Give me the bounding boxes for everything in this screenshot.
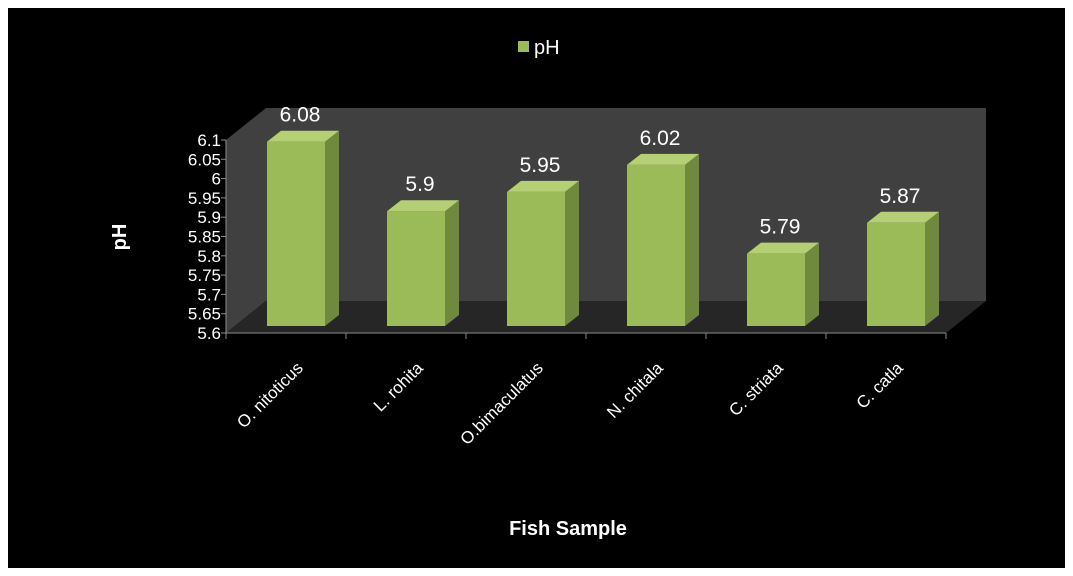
bar-top <box>627 153 699 165</box>
y-tick-label: 6 <box>212 170 221 189</box>
bar-front <box>267 141 325 326</box>
bar-side <box>685 153 699 326</box>
bar <box>627 153 699 326</box>
legend: pH <box>518 37 560 59</box>
data-label: 5.87 <box>880 185 921 208</box>
bar-side <box>565 180 579 326</box>
y-tick-label: 6.05 <box>188 150 221 169</box>
data-label: 5.9 <box>405 173 434 196</box>
bar <box>387 200 459 326</box>
y-tick-label: 5.75 <box>188 266 221 285</box>
y-tick-label: 5.65 <box>188 305 221 324</box>
bar-top <box>267 130 339 142</box>
bar <box>747 242 819 326</box>
bar <box>507 180 579 326</box>
legend-label-ph: pH <box>534 37 560 59</box>
y-tick-label: 6.1 <box>197 131 221 150</box>
y-tick-label: 5.8 <box>197 247 221 266</box>
x-tick-label: O. nitoticus <box>233 358 307 432</box>
bar <box>867 211 939 326</box>
x-tick-label: L. rohita <box>370 358 427 415</box>
chart-area: 5.6 5.65 5.7 5.75 5.8 5.85 5.9 5.95 6 6.05 6.1 6.0… <box>8 8 1065 568</box>
y-tick-label: 5.6 <box>197 324 221 343</box>
bar-front <box>867 222 925 326</box>
y-axis-title: pH <box>109 224 131 251</box>
bar-top <box>387 200 459 212</box>
x-tick-label: C. striata <box>725 358 787 420</box>
data-label: 5.95 <box>520 154 561 177</box>
bar-top <box>507 180 579 192</box>
y-tick-label: 5.85 <box>188 228 221 247</box>
bar-front <box>387 211 445 326</box>
x-tick-label: O.bimaculatus <box>457 358 547 448</box>
x-tick-label: C. catla <box>853 358 908 413</box>
bar-side <box>925 211 939 326</box>
y-tick-label: 5.7 <box>197 285 221 304</box>
bar-top <box>747 242 819 254</box>
bar-top <box>867 211 939 223</box>
bar-side <box>445 200 459 326</box>
y-tick-label: 5.95 <box>188 189 221 208</box>
legend-swatch-ph <box>518 41 529 52</box>
bar-front <box>507 191 565 326</box>
bar-front <box>747 253 805 326</box>
bar <box>267 130 339 326</box>
x-tick-label: N. chitala <box>603 358 667 422</box>
data-label: 6.08 <box>280 104 321 127</box>
data-label: 6.02 <box>640 127 681 150</box>
bar-front <box>627 164 685 326</box>
data-label: 5.79 <box>760 216 801 239</box>
bar-side <box>325 130 339 326</box>
x-axis: O. nitoticus L. rohita O.bimaculatus N. chi… <box>225 332 947 449</box>
bars: 6.08 5.9 5.95 6.02 5.79 5.87 <box>267 104 939 326</box>
bar-side <box>805 242 819 326</box>
x-axis-title: Fish Sample <box>509 518 627 540</box>
y-tick-label: 5.9 <box>197 208 221 227</box>
